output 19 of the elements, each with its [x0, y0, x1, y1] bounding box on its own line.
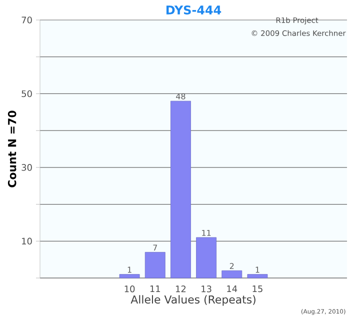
y-tick-label: 10	[22, 238, 32, 245]
chart-title: DYS-444	[166, 5, 222, 15]
bar	[247, 274, 268, 278]
bar	[119, 274, 140, 278]
bar	[170, 100, 191, 278]
x-tick-label: 12	[176, 286, 186, 292]
x-tick-label: 15	[252, 286, 262, 292]
x-axis-title: Allele Values (Repeats)	[130, 295, 256, 306]
y-axis-title: Count N =70	[8, 110, 16, 188]
x-tick-label: 13	[202, 286, 212, 292]
bar	[144, 252, 166, 278]
y-tick-label: 70	[22, 16, 32, 24]
bar	[222, 270, 242, 278]
x-tick-label: 10	[124, 286, 135, 292]
x-tick-label: 14	[227, 286, 238, 292]
x-tick-label: 11	[150, 286, 160, 292]
bar	[196, 237, 216, 278]
y-tick-label: 30	[22, 164, 32, 171]
y-tick-label: 50	[22, 90, 32, 98]
